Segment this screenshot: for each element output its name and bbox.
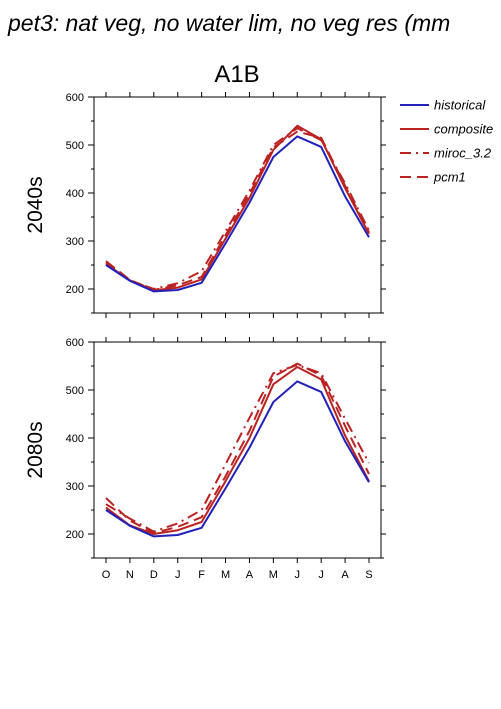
y-tick-label: 400 (66, 188, 84, 200)
y-tick-label: 500 (66, 385, 84, 397)
y-tick-label: 200 (66, 529, 84, 541)
legend-label-3: pcm1 (433, 170, 466, 185)
x-tick-label: J (295, 569, 301, 581)
y-axis-label: 2040s (24, 176, 47, 233)
y-tick-label: 200 (66, 284, 84, 296)
legend-label-0: historical (434, 98, 486, 113)
x-tick-label: O (102, 569, 111, 581)
x-tick-label: S (365, 569, 372, 581)
series-line-miroc-3-2 (105, 364, 370, 533)
y-tick-label: 300 (66, 481, 84, 493)
figure-title: pet3: nat veg, no water lim, no veg res … (8, 10, 451, 36)
x-tick-label: A (246, 569, 254, 581)
x-tick-label: N (126, 569, 134, 581)
y-tick-label: 600 (66, 92, 84, 104)
series-line-historical (105, 135, 370, 293)
legend: historical composite miroc_3.2 pcm1 (400, 98, 493, 185)
panel-1: 200 300 400 500 600 2040s (24, 92, 386, 318)
plot-frame (93, 96, 382, 314)
legend-label-1: composite (434, 122, 493, 137)
legend-label-2: miroc_3.2 (434, 146, 492, 161)
x-tick-label: A (341, 569, 349, 581)
y-tick-label: 600 (66, 337, 84, 349)
series-line-composite (105, 366, 370, 535)
panel-2: 200 300 400 500 600 O N D J F M A M J J A S 2080s (24, 337, 386, 581)
chart-title: A1B (214, 61, 259, 88)
series-line-historical (105, 380, 370, 538)
chart-panels: 200 300 400 500 600 2040s 200 300 400 500 600 O N D J F… (24, 92, 386, 581)
x-tick-label: F (198, 569, 205, 581)
y-tick-label: 400 (66, 433, 84, 445)
plot-frame (93, 341, 382, 559)
series-line-composite (105, 124, 370, 292)
y-tick-label: 500 (66, 140, 84, 152)
series-line-pcm1 (105, 362, 370, 534)
y-tick-label: 300 (66, 236, 84, 248)
x-tick-label: M (269, 569, 278, 581)
x-tick-label: M (221, 569, 230, 581)
x-tick-label: J (318, 569, 324, 581)
x-tick-label: J (175, 569, 181, 581)
y-axis-label: 2080s (24, 421, 47, 478)
series-line-miroc-3-2 (105, 127, 370, 290)
x-tick-label: D (150, 569, 158, 581)
